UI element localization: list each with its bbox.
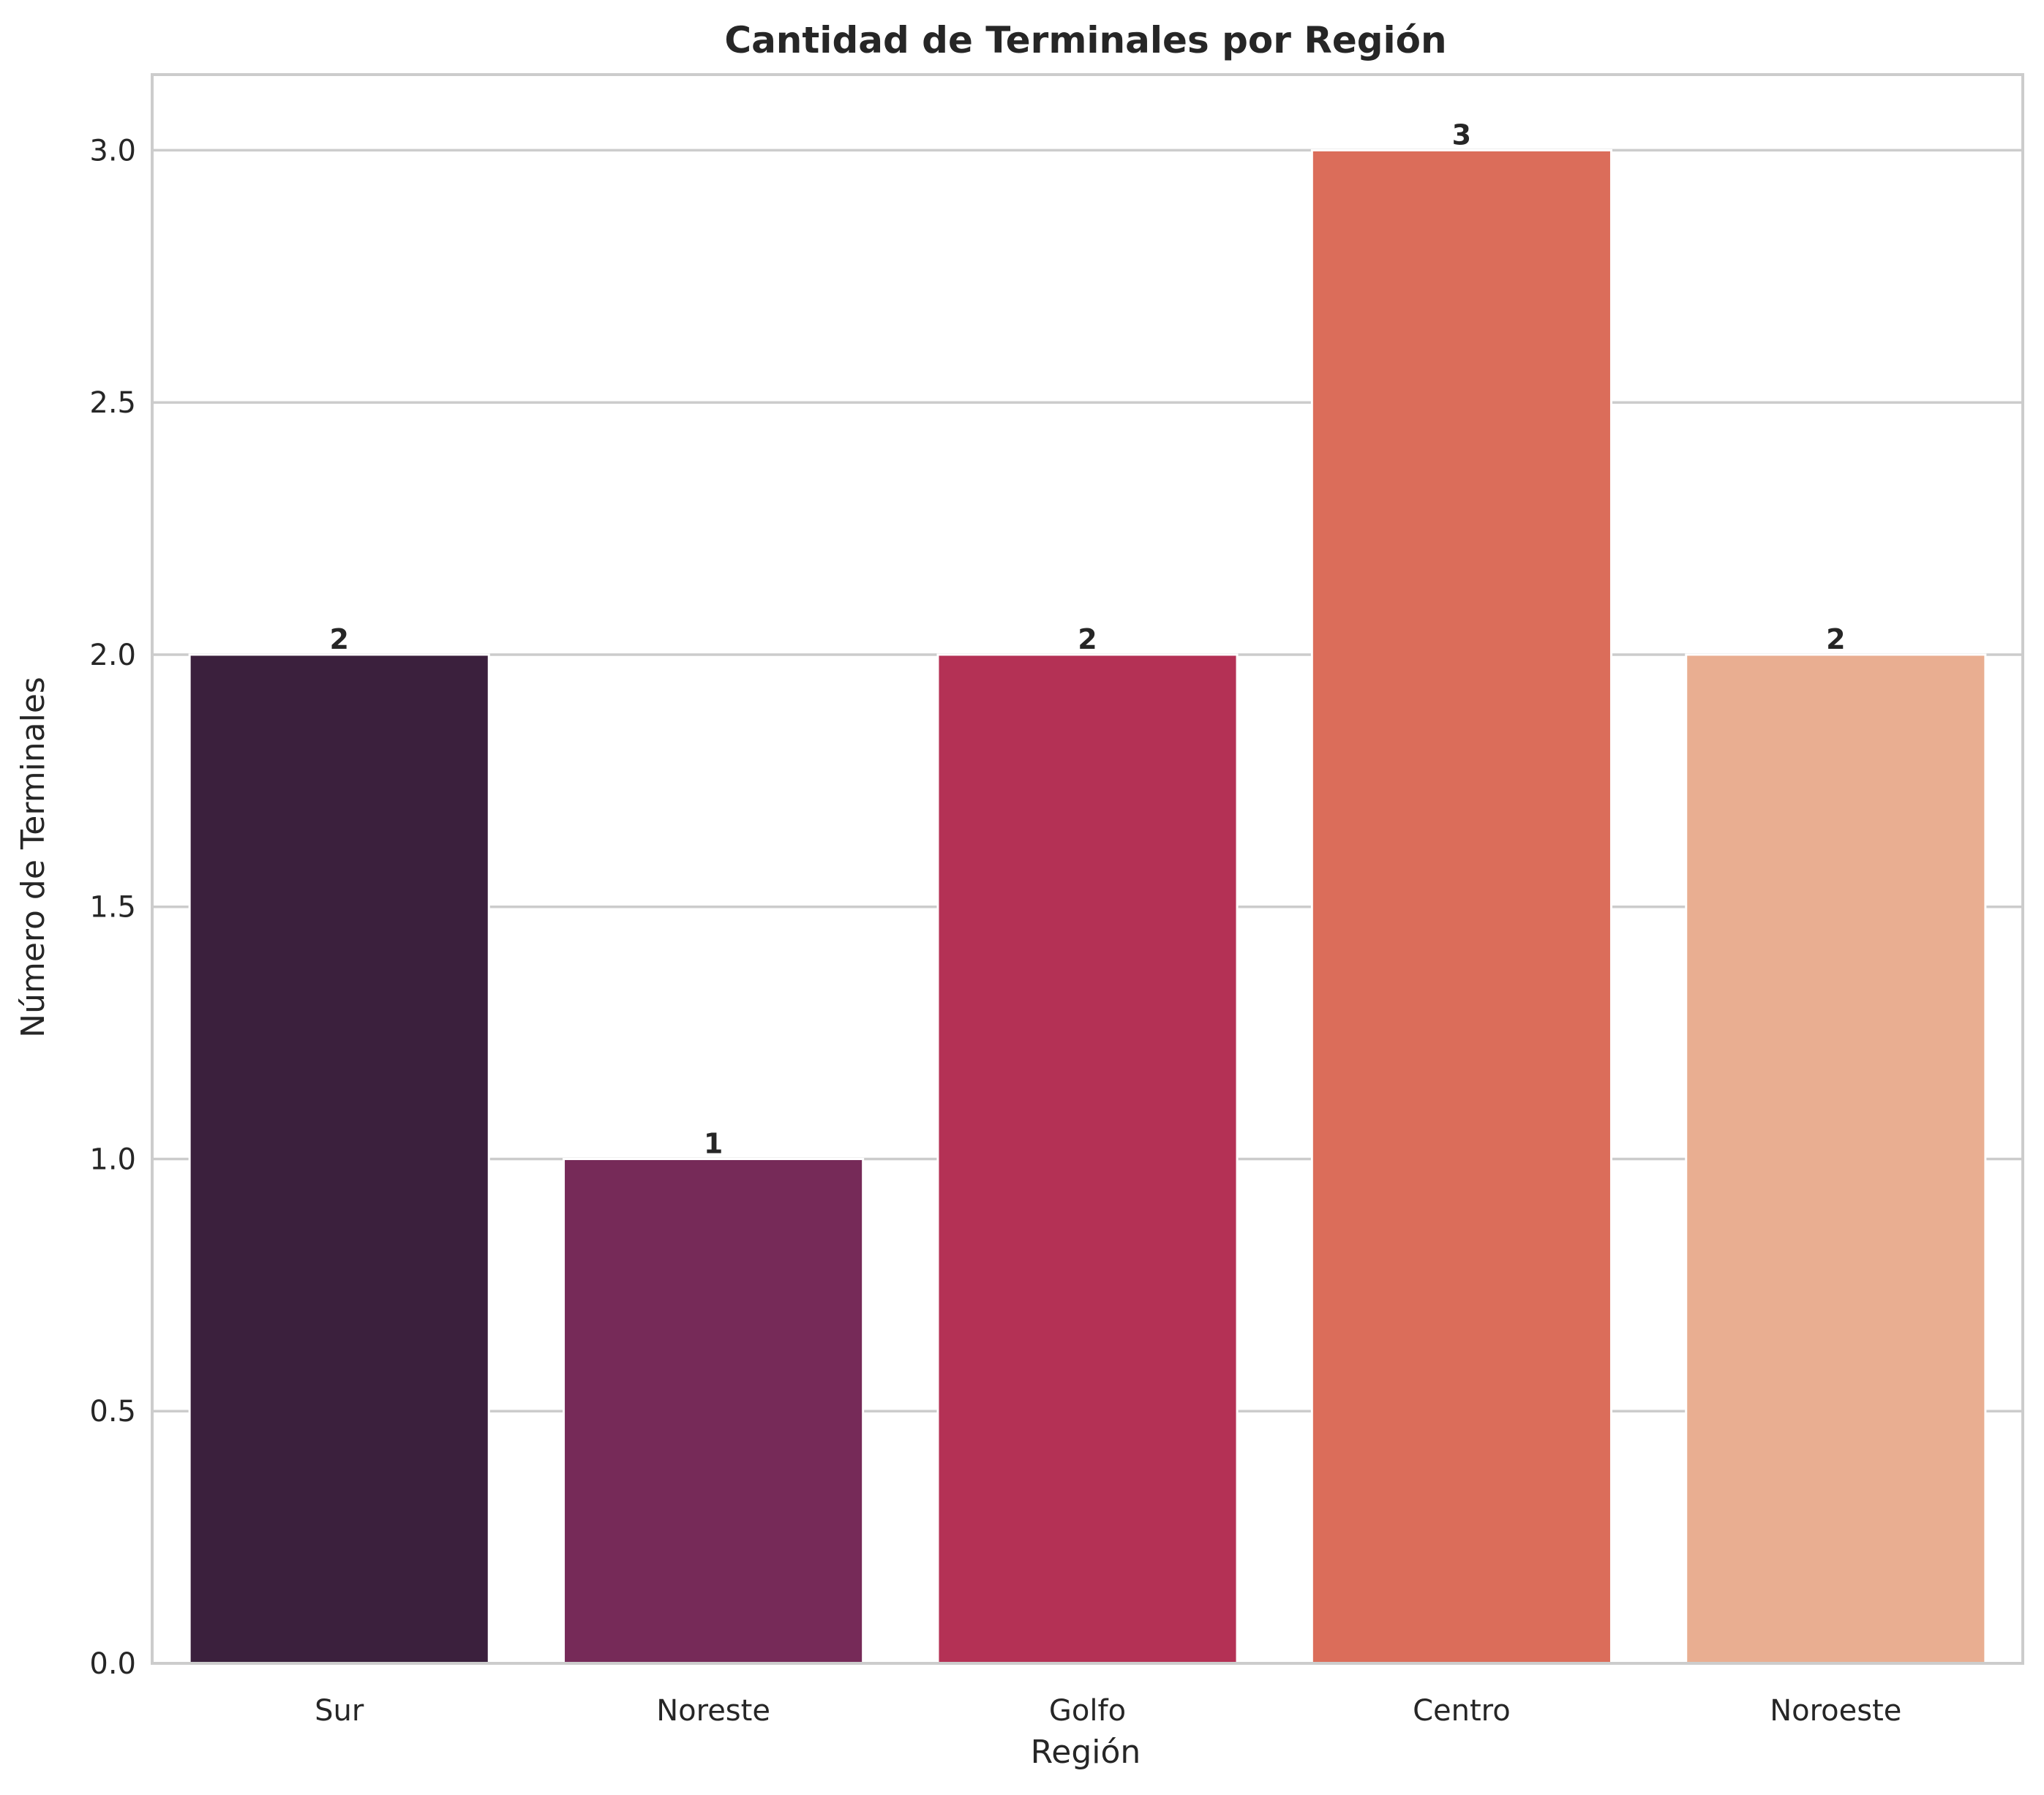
plot-frame bbox=[151, 73, 2024, 1665]
y-tick-label: 1.5 bbox=[89, 891, 136, 925]
y-tick-label: 1.0 bbox=[89, 1143, 136, 1176]
data-label: 2 bbox=[329, 623, 348, 655]
y-tick-label: 2.0 bbox=[89, 639, 136, 672]
bar-golfo bbox=[936, 653, 1239, 1665]
data-label: 1 bbox=[704, 1127, 723, 1159]
bar-sur bbox=[188, 653, 490, 1665]
data-label: 3 bbox=[1452, 118, 1471, 151]
data-label: 2 bbox=[1078, 623, 1097, 655]
y-tick-label: 0.0 bbox=[89, 1647, 136, 1681]
tick-labels: 0.0 0.5 1.0 1.5 2.0 2.5 3.0 Sur Noreste Golfo Cent… bbox=[89, 134, 1901, 1728]
x-tick-label: Sur bbox=[315, 1694, 364, 1728]
bar-noreste bbox=[563, 1157, 865, 1665]
bar-noroeste bbox=[1685, 653, 1987, 1665]
data-labels: 2 1 2 3 2 bbox=[329, 118, 1845, 1159]
x-tick-label: Noreste bbox=[656, 1694, 770, 1728]
bar-centro bbox=[1310, 148, 1612, 1665]
y-tick-label: 3.0 bbox=[89, 134, 136, 168]
y-tick-label: 0.5 bbox=[89, 1395, 136, 1429]
x-tick-label: Centro bbox=[1413, 1694, 1511, 1728]
chart-title: Cantidad de Terminales por Región bbox=[724, 19, 1446, 61]
y-axis-label: Número de Terminales bbox=[15, 677, 52, 1038]
data-label: 2 bbox=[1826, 623, 1845, 655]
x-tick-label: Noroeste bbox=[1770, 1694, 1901, 1728]
y-tick-label: 2.5 bbox=[89, 386, 136, 420]
x-axis-label: Región bbox=[1031, 1734, 1141, 1771]
x-tick-label: Golfo bbox=[1049, 1694, 1126, 1728]
